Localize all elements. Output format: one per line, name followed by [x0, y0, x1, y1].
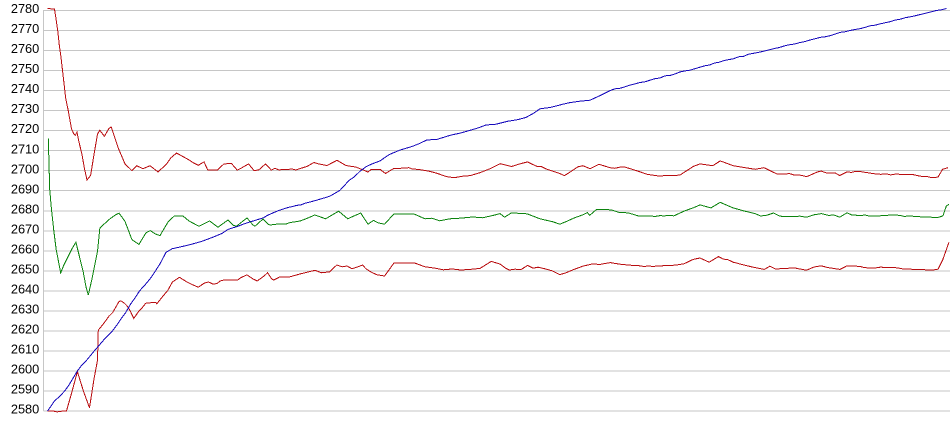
svg-text:2630: 2630 — [11, 302, 39, 317]
svg-text:2670: 2670 — [11, 221, 39, 236]
svg-text:2750: 2750 — [11, 61, 39, 76]
svg-text:2610: 2610 — [11, 342, 39, 357]
svg-text:2580: 2580 — [11, 402, 39, 417]
svg-text:2730: 2730 — [11, 101, 39, 116]
svg-text:2710: 2710 — [11, 141, 39, 156]
svg-text:2650: 2650 — [11, 261, 39, 276]
svg-text:2640: 2640 — [11, 281, 39, 296]
svg-text:2590: 2590 — [11, 382, 39, 397]
svg-text:2760: 2760 — [11, 41, 39, 56]
svg-text:2690: 2690 — [11, 181, 39, 196]
svg-text:2620: 2620 — [11, 322, 39, 337]
svg-text:2660: 2660 — [11, 241, 39, 256]
svg-text:2700: 2700 — [11, 161, 39, 176]
svg-text:2770: 2770 — [11, 21, 39, 36]
svg-text:2740: 2740 — [11, 81, 39, 96]
svg-text:2680: 2680 — [11, 201, 39, 216]
svg-text:2600: 2600 — [11, 362, 39, 377]
svg-text:2720: 2720 — [11, 121, 39, 136]
svg-text:2780: 2780 — [11, 1, 39, 16]
